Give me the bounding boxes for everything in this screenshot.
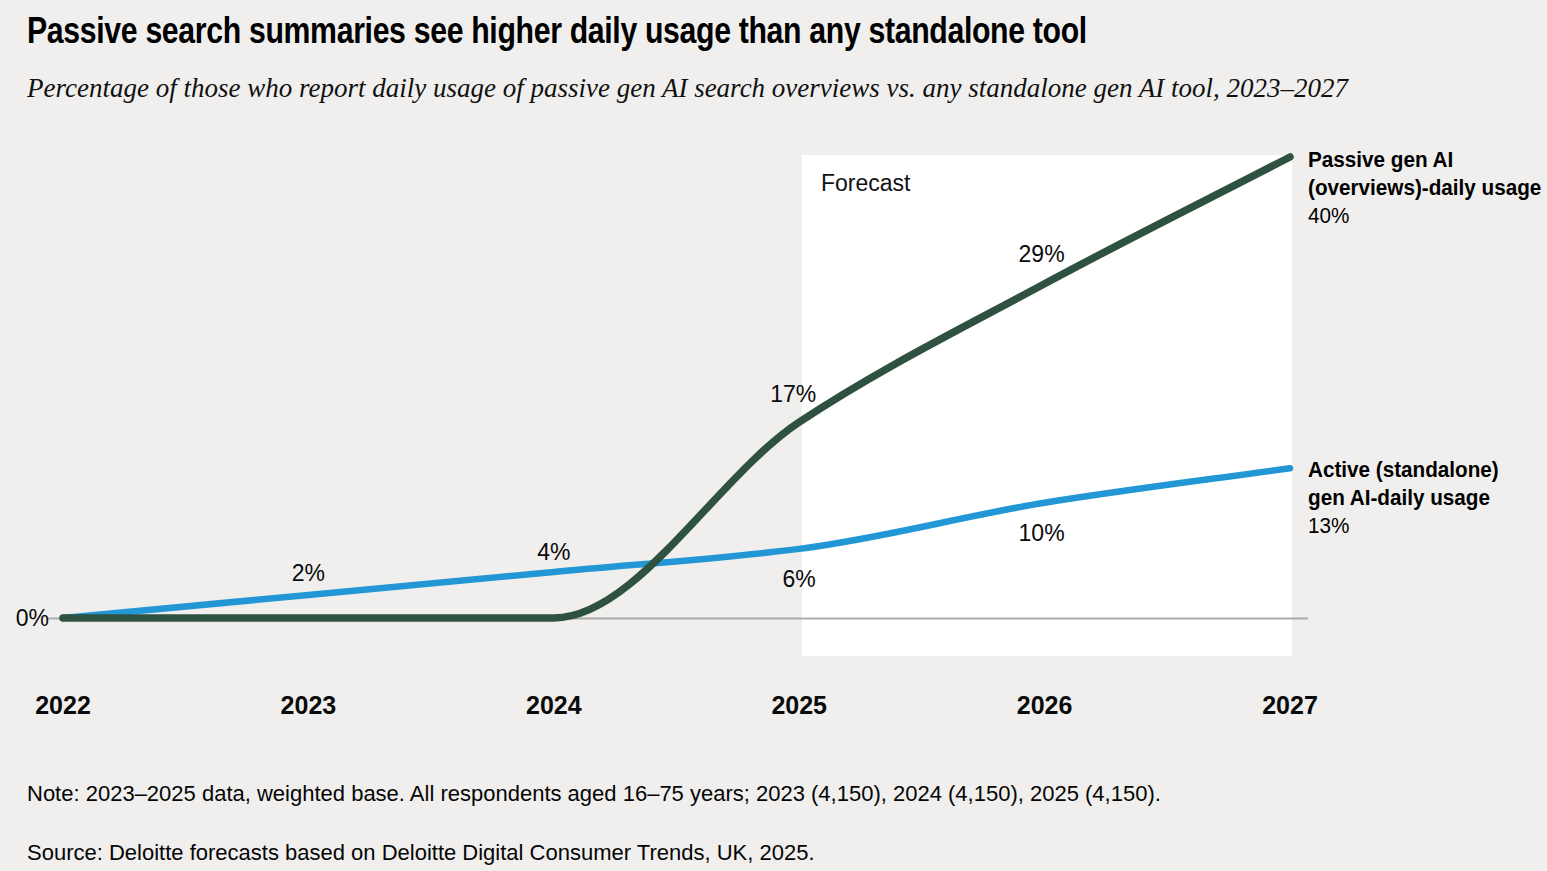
data-point-label: 17% — [770, 381, 816, 407]
forecast-label: Forecast — [821, 170, 910, 197]
legend-active-label-line2: gen AI-daily usage — [1308, 484, 1543, 512]
legend-passive-label-line1: Passive gen AI — [1308, 146, 1543, 174]
legend-active: Active (standalone) gen AI-daily usage 1… — [1308, 456, 1543, 540]
legend-active-label-line1: Active (standalone) — [1308, 456, 1543, 484]
line-chart: 0% 2% 4% 6% 17% 29% 10% 2022 2023 2024 2025 2026 202… — [0, 0, 1547, 760]
year-tick-label: 2023 — [281, 691, 337, 719]
passive-line — [63, 157, 1290, 618]
year-tick-label: 2027 — [1262, 691, 1318, 719]
legend-active-value: 13% — [1308, 512, 1543, 540]
legend-passive: Passive gen AI (overviews)-daily usage 4… — [1308, 146, 1543, 230]
legend-passive-value: 40% — [1308, 202, 1543, 230]
legend-passive-label-line2: (overviews)-daily usage — [1308, 174, 1543, 202]
year-tick-label: 2024 — [526, 691, 582, 719]
year-tick-label: 2025 — [771, 691, 827, 719]
chart-note: Note: 2023–2025 data, weighted base. All… — [27, 781, 1161, 807]
data-point-label: 29% — [1019, 241, 1065, 267]
data-point-label: 4% — [537, 539, 570, 565]
data-point-label: 2% — [292, 560, 325, 586]
year-tick-label: 2026 — [1017, 691, 1073, 719]
chart-source: Source: Deloitte forecasts based on Delo… — [27, 840, 815, 866]
year-tick-label: 2022 — [35, 691, 91, 719]
data-point-label: 10% — [1019, 520, 1065, 546]
page: { "header": { "title": "Passive search s… — [0, 0, 1547, 871]
data-point-label: 0% — [16, 605, 49, 631]
data-point-label: 6% — [783, 566, 816, 592]
